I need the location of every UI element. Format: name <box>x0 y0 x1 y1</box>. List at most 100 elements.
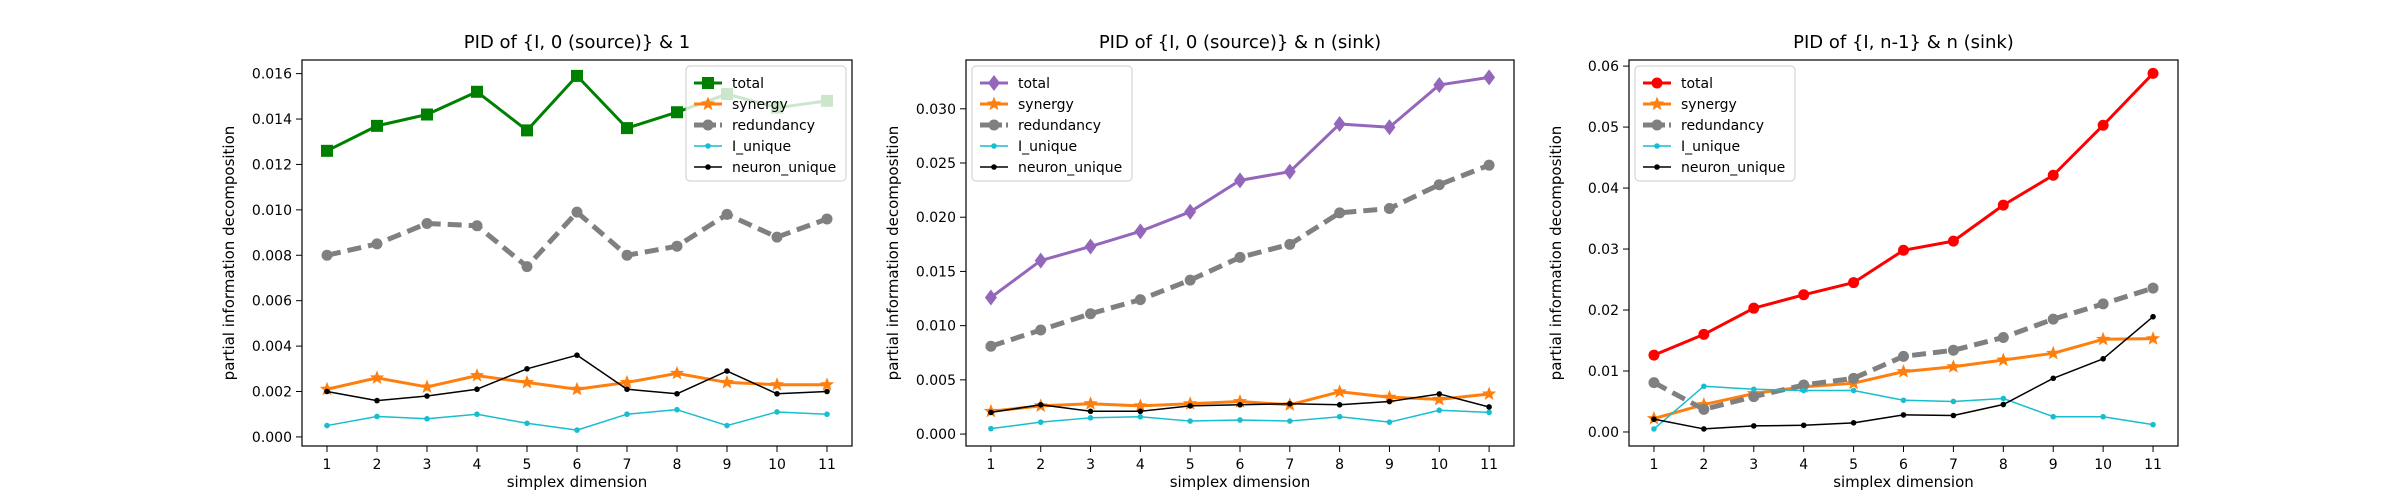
y-tick-label: 0.05 <box>1588 120 1619 136</box>
y-tick-label: 0.020 <box>916 210 956 226</box>
data-point-redundancy <box>1998 332 2009 343</box>
series-line-redundancy <box>1654 288 2153 409</box>
data-point-I_unique <box>1187 418 1193 424</box>
data-point-redundancy <box>1434 179 1445 190</box>
data-point-neuron_unique <box>324 389 330 395</box>
x-tick-label: 11 <box>2144 457 2162 473</box>
data-point-I_unique <box>524 420 530 426</box>
legend-label-total: total <box>1018 76 1050 92</box>
y-tick-label: 0.014 <box>252 112 292 128</box>
data-point-neuron_unique <box>624 386 630 392</box>
data-point-total <box>571 70 583 82</box>
series-line-I_unique <box>327 410 827 430</box>
data-point-neuron_unique <box>674 391 680 397</box>
data-point-neuron_unique <box>2100 356 2106 362</box>
data-point-synergy <box>1333 384 1347 398</box>
data-point-synergy <box>370 370 384 384</box>
x-tick-label: 5 <box>1186 457 1195 473</box>
data-point-redundancy <box>1698 404 1709 415</box>
x-tick-label: 5 <box>523 457 532 473</box>
y-tick-label: 0.012 <box>252 157 292 173</box>
data-point-total <box>1848 277 1859 288</box>
data-point-neuron_unique <box>1237 402 1243 408</box>
series-redundancy <box>322 207 833 272</box>
data-point-total <box>1035 253 1047 269</box>
legend-label-synergy: synergy <box>732 97 788 113</box>
x-tick-label: 1 <box>323 457 332 473</box>
data-point-neuron_unique <box>1436 391 1442 397</box>
x-tick-label: 9 <box>1385 457 1394 473</box>
x-tick-label: 7 <box>1949 457 1958 473</box>
data-point-redundancy <box>1948 345 1959 356</box>
data-point-I_unique <box>574 427 580 433</box>
y-axis-label: partial information decomposition <box>1547 126 1565 381</box>
data-point-total <box>1998 200 2009 211</box>
data-point-I_unique <box>474 411 480 417</box>
data-point-total <box>1433 77 1445 93</box>
data-point-total <box>1184 204 1196 220</box>
data-point-neuron_unique <box>2001 402 2007 408</box>
data-point-I_unique <box>1038 419 1044 425</box>
x-tick-label: 1 <box>986 457 995 473</box>
data-point-synergy <box>1996 353 2010 367</box>
y-tick-label: 0.008 <box>252 248 292 264</box>
x-axis-label: simplex dimension <box>1833 473 1974 491</box>
data-point-total <box>1948 236 1959 247</box>
data-point-neuron_unique <box>724 368 730 374</box>
legend-marker-neuron_unique <box>705 164 711 170</box>
data-point-synergy <box>1083 396 1097 410</box>
data-point-synergy <box>1482 386 1496 400</box>
data-point-I_unique <box>624 411 630 417</box>
data-point-redundancy <box>322 250 333 261</box>
x-axis-label: simplex dimension <box>1170 473 1311 491</box>
data-point-synergy <box>2096 332 2110 346</box>
legend-label-redundancy: redundancy <box>1018 118 1101 134</box>
x-tick-label: 1 <box>1649 457 1658 473</box>
x-tick-label: 6 <box>1899 457 1908 473</box>
data-point-I_unique <box>1801 388 1807 394</box>
x-tick-label: 10 <box>768 457 786 473</box>
y-tick-label: 0.00 <box>1588 425 1619 441</box>
data-point-I_unique <box>774 409 780 415</box>
legend-marker-neuron_unique <box>991 164 997 170</box>
data-point-total <box>521 124 533 136</box>
data-point-I_unique <box>1651 426 1657 432</box>
data-point-total <box>2148 68 2159 79</box>
data-point-neuron_unique <box>1187 403 1193 409</box>
legend-marker-redundancy <box>1652 120 1663 131</box>
y-tick-label: 0.010 <box>916 319 956 335</box>
chart-title: PID of {I, 0 (source)} & 1 <box>464 32 690 53</box>
x-tick-label: 5 <box>1849 457 1858 473</box>
legend-label-redundancy: redundancy <box>732 118 815 134</box>
data-point-redundancy <box>1898 351 1909 362</box>
data-point-neuron_unique <box>1751 423 1757 429</box>
legend-label-I_unique: I_unique <box>1681 139 1740 155</box>
series-synergy <box>984 384 1496 417</box>
data-point-redundancy <box>1334 207 1345 218</box>
x-tick-label: 3 <box>1086 457 1095 473</box>
data-point-synergy <box>720 375 734 389</box>
data-point-redundancy <box>1748 391 1759 402</box>
data-point-I_unique <box>374 414 380 420</box>
data-point-redundancy <box>572 207 583 218</box>
x-tick-label: 4 <box>1799 457 1808 473</box>
data-point-total <box>1383 119 1395 135</box>
series-I_unique <box>324 407 830 433</box>
data-point-neuron_unique <box>1701 426 1707 432</box>
data-point-total <box>671 106 683 118</box>
series-redundancy <box>1648 283 2158 415</box>
data-point-synergy <box>470 368 484 382</box>
legend-label-total: total <box>732 76 764 92</box>
data-point-neuron_unique <box>424 393 430 399</box>
data-point-I_unique <box>1387 419 1393 425</box>
y-tick-label: 0.025 <box>916 156 956 172</box>
data-point-I_unique <box>2100 414 2106 420</box>
x-tick-label: 9 <box>2049 457 2058 473</box>
data-point-total <box>321 145 333 157</box>
legend: total synergy redundancy I_unique neuron_uni… <box>972 66 1132 181</box>
data-point-synergy <box>1946 359 1960 373</box>
data-point-total <box>985 289 997 305</box>
data-point-total <box>2098 120 2109 131</box>
y-tick-label: 0.004 <box>252 339 292 355</box>
